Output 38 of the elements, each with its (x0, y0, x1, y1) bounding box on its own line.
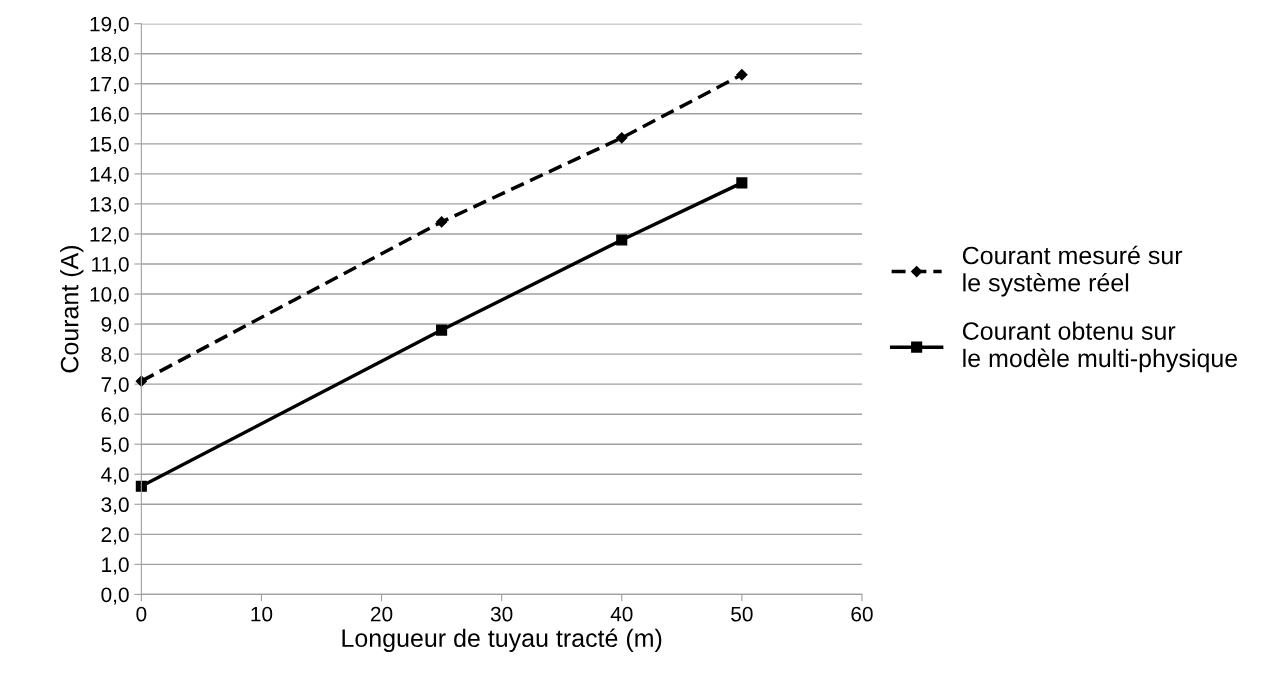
point (736, 69, 748, 81)
y-tick-label: 4,0 (101, 467, 129, 485)
y-tick-label: 2,0 (101, 527, 129, 545)
point (435, 216, 448, 228)
x-tick-label: 10 (251, 606, 273, 622)
x-tick-label: 30 (490, 606, 513, 622)
x-axis-title: Longueur de tuyau tracté (m) (342, 628, 662, 653)
y-tick-label: 19,0 (90, 16, 129, 34)
y-tick-label: 14,0 (90, 166, 129, 185)
y-axis-title: Courant (A) (60, 245, 84, 373)
y-tick-label: 11,0 (92, 257, 129, 275)
legend-label: Courant obtenu sur le modèle multi-physique (962, 321, 1238, 373)
point (436, 324, 448, 336)
y-tick-label: 3,0 (101, 497, 129, 515)
y-tick-label: 17,0 (90, 76, 129, 94)
y-tick-label: 12,0 (90, 226, 129, 245)
y-tick-label: 7,0 (101, 377, 129, 395)
y-tick-label: 1,0 (102, 557, 129, 575)
y-tick-label: 13,0 (90, 196, 129, 215)
y-tick-label: 8,0 (101, 347, 129, 365)
x-tick-label: 0 (136, 606, 147, 622)
y-tick-label: 5,0 (101, 437, 129, 455)
legend-label: Courant mesuré sur le système réel (962, 245, 1183, 297)
point (135, 480, 147, 492)
y-tick-label: 18,0 (90, 46, 129, 64)
y-tick-label: 0,0 (101, 587, 129, 605)
y-tick-label: 10,0 (90, 287, 129, 305)
point (616, 132, 628, 144)
y-tick-label: 9,0 (101, 317, 129, 335)
y-tick-label: 16,0 (90, 106, 129, 125)
y-tick-label: 15,0 (90, 136, 129, 155)
point (616, 234, 628, 246)
y-tick-label: 6,0 (101, 407, 129, 425)
x-tick-label: 40 (610, 606, 633, 622)
x-tick-label: 20 (371, 606, 393, 622)
x-tick-label: 60 (851, 606, 873, 622)
x-tick-label: 50 (731, 606, 753, 622)
point (736, 177, 748, 189)
